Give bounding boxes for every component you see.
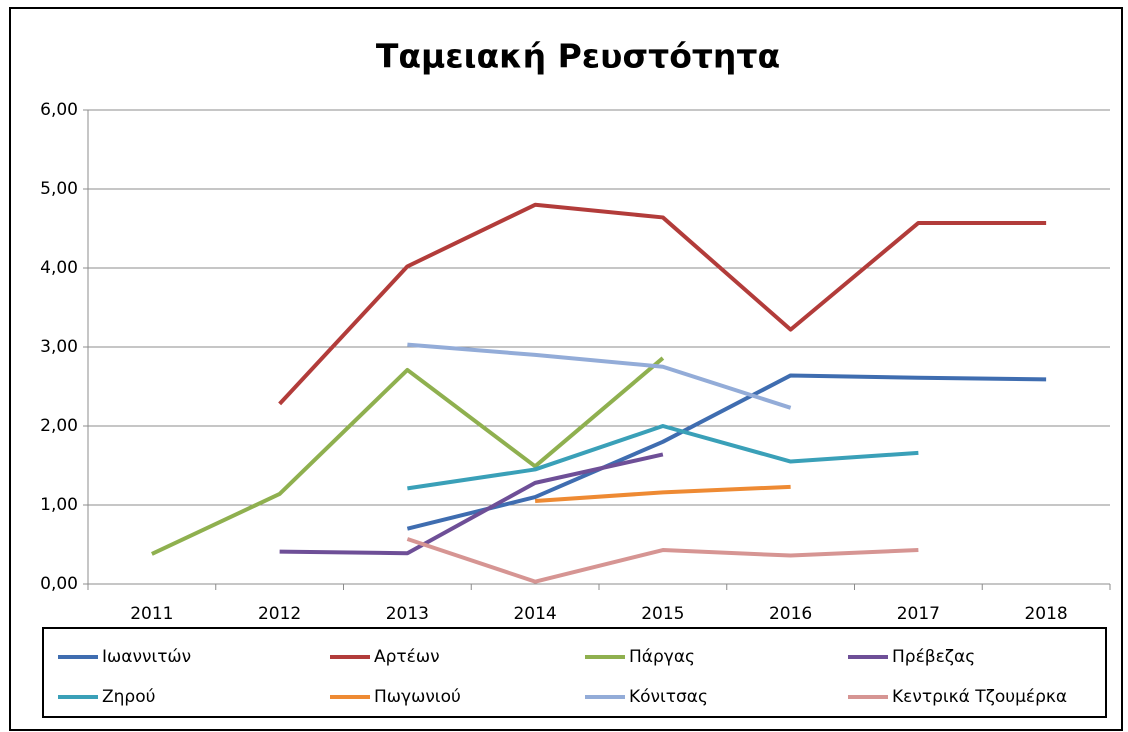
x-tick-label: 2015	[641, 604, 684, 624]
legend-box	[42, 627, 1107, 718]
chart-title: Ταμειακή Ρευστότητα	[376, 37, 780, 76]
y-tick-label: 1,00	[40, 495, 78, 515]
y-tick-label: 0,00	[40, 574, 78, 594]
legend-label: Κόνιτσας	[629, 687, 708, 707]
legend-label: Πωγωνιού	[374, 687, 461, 707]
legend-label: Πρέβεζας	[892, 647, 975, 667]
x-tick-label: 2017	[897, 604, 940, 624]
y-tick-label: 3,00	[40, 337, 78, 357]
y-tick-label: 4,00	[40, 258, 78, 278]
series-line	[151, 356, 665, 556]
legend-label: Ιωαννιτών	[102, 647, 191, 667]
x-tick-label: 2014	[513, 604, 556, 624]
chart-frame	[9, 7, 1123, 731]
x-tick-label: 2012	[258, 604, 301, 624]
series-line	[406, 537, 919, 584]
y-tick-label: 6,00	[40, 100, 78, 120]
legend-label: Πάργας	[629, 647, 695, 667]
legend-label: Κεντρικά Τζουμέρκα	[892, 687, 1067, 707]
series-line	[278, 202, 1047, 406]
series-line	[407, 424, 919, 491]
series-line	[407, 342, 792, 410]
legend-label: Ζηρού	[102, 687, 155, 707]
series-line	[279, 452, 664, 556]
x-tick-label: 2016	[769, 604, 812, 624]
y-tick-label: 2,00	[40, 416, 78, 436]
y-tick-label: 5,00	[40, 179, 78, 199]
series-line	[406, 373, 1047, 531]
series-line	[534, 484, 791, 504]
legend-label: Αρτέων	[374, 647, 440, 667]
x-tick-label: 2013	[386, 604, 429, 624]
x-tick-label: 2018	[1024, 604, 1067, 624]
x-tick-label: 2011	[130, 604, 173, 624]
